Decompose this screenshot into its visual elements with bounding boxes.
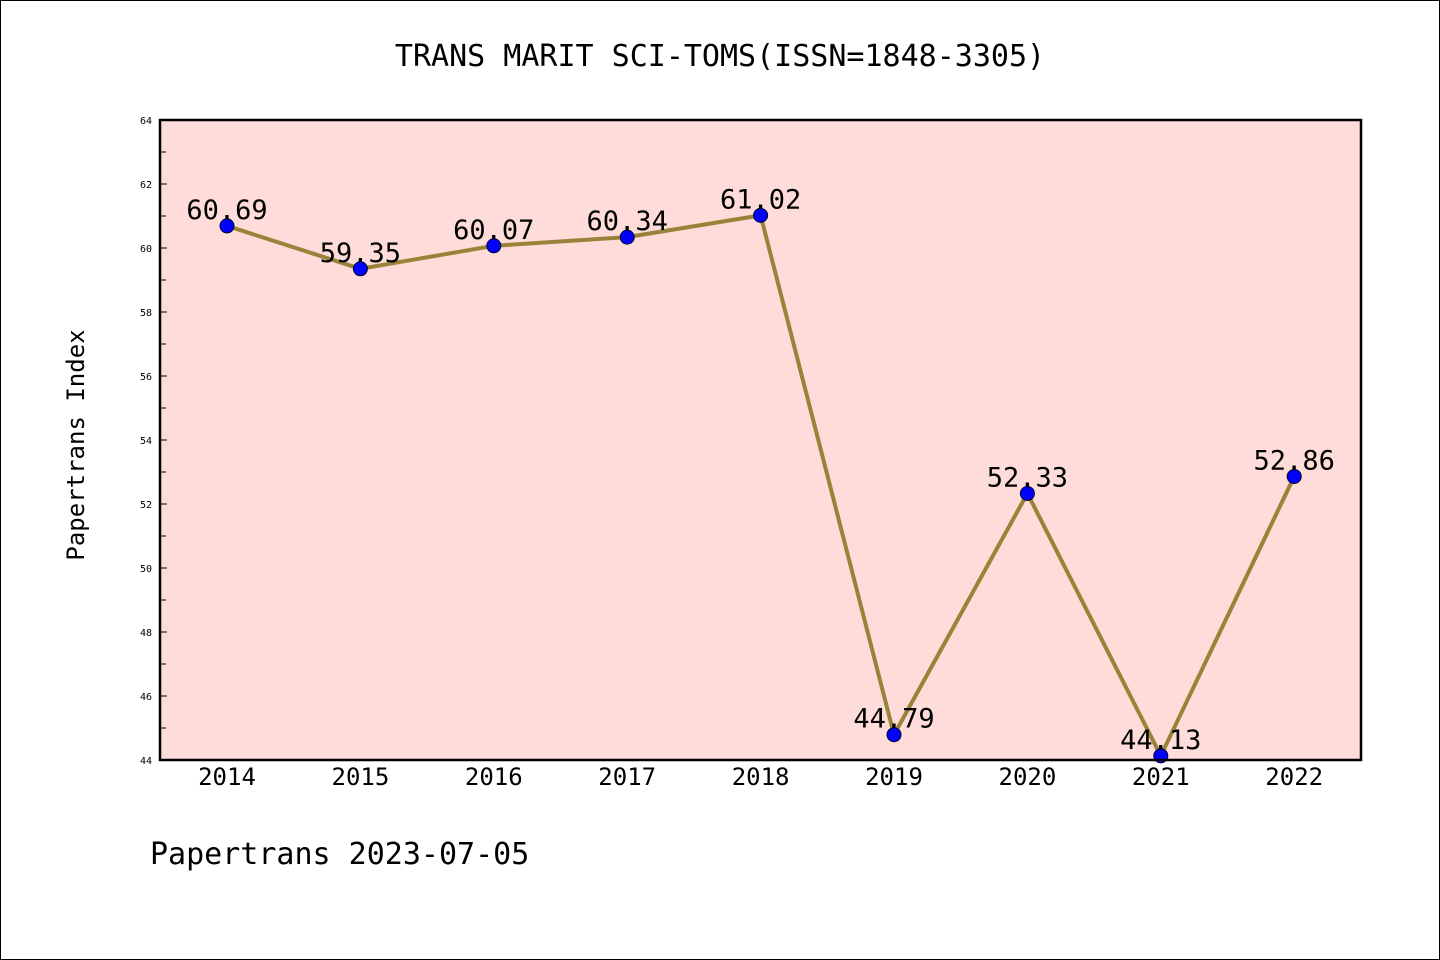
data-point (352, 261, 368, 277)
footer-date: Papertrans 2023-07-05 (150, 837, 529, 872)
y-tick-label: 46 (140, 692, 152, 703)
y-axis-tick-labels: 44 46 48 50 52 54 56 58 60 62 64 (140, 116, 152, 767)
data-label: 59.35 (320, 238, 401, 269)
chart-title: TRANS MARIT SCI-TOMS(ISSN=1848-3305) (395, 39, 1045, 74)
y-axis-label: Papertrans Index (62, 329, 90, 560)
data-point (753, 207, 769, 223)
y-tick-label: 60 (140, 244, 152, 255)
data-point (619, 229, 635, 245)
y-tick-label: 62 (140, 180, 152, 191)
x-tick-label: 2020 (999, 763, 1057, 791)
data-label: 61.02 (720, 184, 801, 215)
y-tick-label: 48 (140, 628, 152, 639)
plot-area (160, 120, 1361, 760)
plot-border (158, 118, 1363, 762)
y-tick-label: 44 (140, 756, 152, 767)
y-tick-label: 64 (140, 116, 152, 127)
x-axis-tick-labels: 2014 2015 2016 2017 2018 2019 2020 2021 2022 (198, 763, 1323, 791)
y-tick-label: 56 (140, 372, 152, 383)
data-point (219, 218, 235, 234)
data-point (1019, 485, 1035, 501)
y-tick-label: 50 (140, 564, 152, 575)
data-label: 60.69 (186, 195, 267, 226)
y-tick-label: 54 (140, 436, 152, 447)
x-tick-label: 2016 (465, 763, 523, 791)
x-tick-label: 2017 (598, 763, 656, 791)
y-tick-label: 52 (140, 500, 152, 511)
x-tick-label: 2022 (1265, 763, 1323, 791)
data-label: 44.13 (1120, 725, 1201, 756)
x-tick-label: 2021 (1132, 763, 1190, 791)
data-point (1286, 468, 1302, 484)
series-markers (219, 207, 1302, 764)
x-tick-label: 2015 (332, 763, 390, 791)
data-label: 60.34 (587, 206, 668, 237)
data-point (486, 238, 502, 254)
x-tick-label: 2014 (198, 763, 256, 791)
y-tick-label: 58 (140, 308, 152, 319)
data-labels: 60.69 59.35 60.07 60.34 61.02 44.79 52.33 44.13… (186, 184, 1334, 755)
data-label: 44.79 (853, 704, 934, 735)
x-tick-label: 2019 (865, 763, 923, 791)
data-label: 52.33 (987, 462, 1068, 493)
data-label: 52.86 (1254, 445, 1335, 476)
data-label: 60.07 (453, 215, 534, 246)
data-point (886, 727, 902, 743)
x-tick-label: 2018 (732, 763, 790, 791)
